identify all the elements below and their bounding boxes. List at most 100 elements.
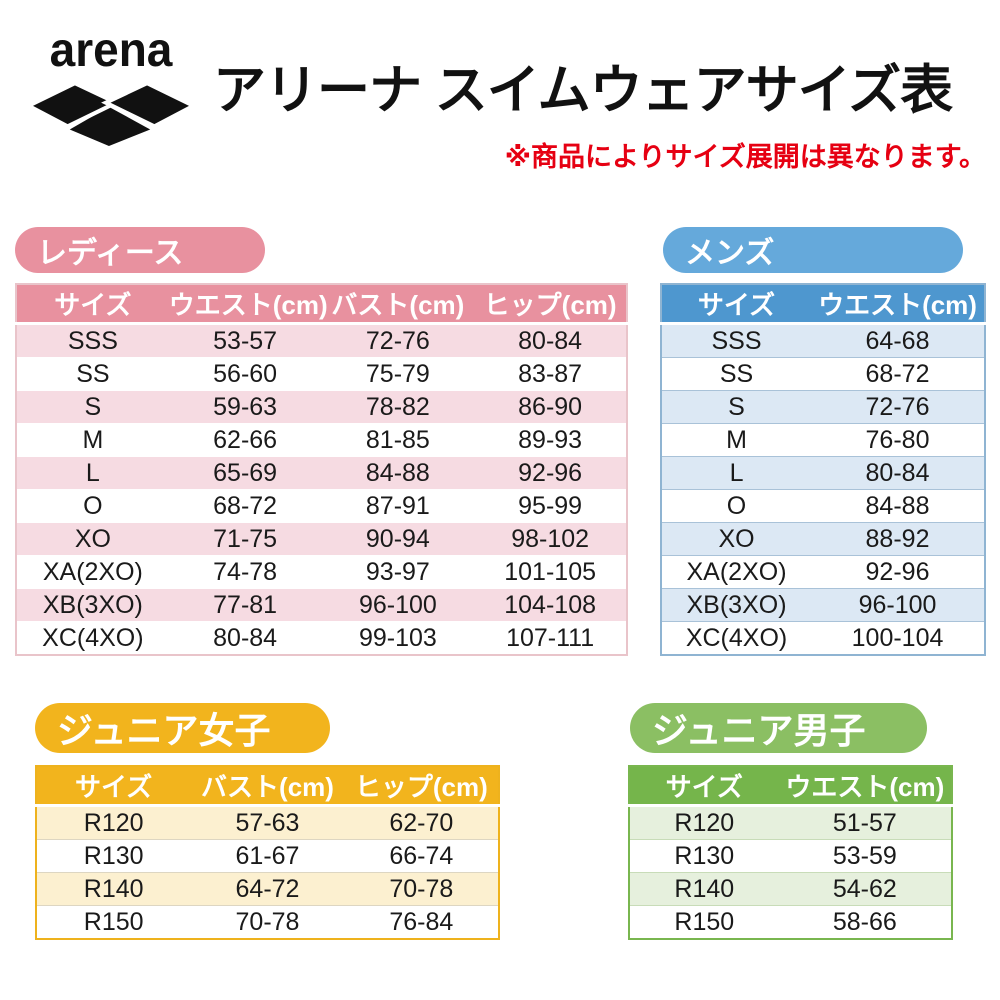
table-cell: 92-96 [811, 555, 985, 589]
table-cell: 80-84 [811, 456, 985, 490]
page-title: アリーナ スイムウェアサイズ表 [213, 61, 953, 120]
table-row: S 59-63 78-82 86-90 [16, 390, 627, 424]
header-row: サイズ ウエスト(cm) [629, 766, 952, 807]
table-row: XC(4XO) 100-104 [661, 621, 985, 655]
table-cell: 100-104 [811, 621, 985, 655]
table-cell: XO [661, 522, 812, 556]
table-cell: 61-67 [190, 839, 345, 873]
table-cell: 51-57 [778, 805, 952, 840]
table-row: R130 53-59 [629, 839, 952, 873]
table-cell: SS [661, 357, 812, 391]
table-row: M 62-66 81-85 89-93 [16, 423, 627, 457]
size-variation-note: ※商品によりサイズ展開は異なります。 [504, 142, 986, 172]
table-row: XC(4XO) 80-84 99-103 107-111 [16, 621, 627, 655]
column-header: サイズ [36, 766, 191, 807]
ladies-section-label: レディース [15, 227, 265, 273]
junior-girls-section: ジュニア女子 サイズ バスト(cm) ヒップ(cm) R120 57-63 62-70 R… [35, 703, 500, 940]
table-cell: 90-94 [321, 522, 475, 556]
table-cell: XB(3XO) [661, 588, 812, 622]
table-cell: 84-88 [811, 489, 985, 523]
table-row: R140 64-72 70-78 [36, 872, 499, 906]
mens-section-label: メンズ [663, 227, 963, 273]
table-cell: 95-99 [474, 489, 627, 523]
table-cell: 57-63 [190, 805, 345, 840]
table-row: XO 71-75 90-94 98-102 [16, 522, 627, 556]
table-cell: 56-60 [168, 357, 322, 391]
table-cell: 88-92 [811, 522, 985, 556]
table-cell: 53-59 [778, 839, 952, 873]
mens-section: メンズ サイズ ウエスト(cm) SSS 64-68 SS 68-72 S 72-76 M 76… [660, 227, 986, 656]
table-cell: 62-70 [344, 805, 499, 840]
table-cell: R140 [629, 872, 779, 906]
table-row: S 72-76 [661, 390, 985, 424]
table-cell: 53-57 [168, 323, 322, 358]
table-cell: 80-84 [474, 323, 627, 358]
table-cell: 89-93 [474, 423, 627, 457]
column-header: ウエスト(cm) [168, 284, 328, 325]
table-cell: 70-78 [344, 872, 499, 906]
table-cell: XA(2XO) [661, 555, 812, 589]
table-cell: O [16, 489, 169, 523]
table-cell: M [16, 423, 169, 457]
table-cell: M [661, 423, 812, 457]
table-cell: 71-75 [168, 522, 322, 556]
table-cell: 107-111 [474, 621, 627, 655]
table-row: R130 61-67 66-74 [36, 839, 499, 873]
ladies-size-table: サイズ ウエスト(cm) バスト(cm) ヒップ(cm) SSS 53-57 72-76 8… [15, 283, 628, 656]
table-row: M 76-80 [661, 423, 985, 457]
table-row: R140 54-62 [629, 872, 952, 906]
header-row: サイズ バスト(cm) ヒップ(cm) [36, 766, 499, 807]
table-row: R120 57-63 62-70 [36, 805, 499, 840]
table-cell: R120 [629, 805, 779, 840]
table-cell: 93-97 [321, 555, 475, 589]
table-cell: 92-96 [474, 456, 627, 490]
table-row: R150 58-66 [629, 905, 952, 939]
table-cell: 65-69 [168, 456, 322, 490]
table-cell: XB(3XO) [16, 588, 169, 622]
table-cell: R130 [36, 839, 191, 873]
table-cell: L [16, 456, 169, 490]
table-row: O 68-72 87-91 95-99 [16, 489, 627, 523]
table-row: XA(2XO) 92-96 [661, 555, 985, 589]
column-header: ヒップ(cm) [344, 766, 499, 807]
table-cell: O [661, 489, 812, 523]
table-cell: 77-81 [168, 588, 322, 622]
table-cell: XO [16, 522, 169, 556]
table-cell: 83-87 [474, 357, 627, 391]
table-cell: 80-84 [168, 621, 322, 655]
table-cell: 72-76 [811, 390, 985, 424]
ladies-section: レディース サイズ ウエスト(cm) バスト(cm) ヒップ(cm) SSS 53-57… [15, 227, 628, 656]
table-row: XB(3XO) 96-100 [661, 588, 985, 622]
table-cell: 101-105 [474, 555, 627, 589]
arena-logo-mark-icon [27, 80, 195, 146]
table-cell: R140 [36, 872, 191, 906]
table-cell: 86-90 [474, 390, 627, 424]
table-row: O 84-88 [661, 489, 985, 523]
table-cell: R120 [36, 805, 191, 840]
table-row: SSS 53-57 72-76 80-84 [16, 323, 627, 358]
arena-logo-wordmark: arena [49, 21, 173, 77]
table-cell: 54-62 [778, 872, 952, 906]
column-header: バスト(cm) [190, 766, 345, 807]
junior-boys-section-label: ジュニア男子 [630, 703, 927, 753]
table-cell: 81-85 [321, 423, 475, 457]
table-cell: SSS [16, 323, 169, 358]
table-row: R120 51-57 [629, 805, 952, 840]
table-row: R150 70-78 76-84 [36, 905, 499, 939]
column-header: ウエスト(cm) [778, 766, 952, 807]
table-cell: 96-100 [321, 588, 475, 622]
table-cell: XA(2XO) [16, 555, 169, 589]
table-row: XO 88-92 [661, 522, 985, 556]
column-header: サイズ [661, 284, 812, 325]
table-row: SS 68-72 [661, 357, 985, 391]
column-header: サイズ [629, 766, 779, 807]
table-cell: 75-79 [321, 357, 475, 391]
mens-size-table: サイズ ウエスト(cm) SSS 64-68 SS 68-72 S 72-76 M 76-80 L… [660, 283, 986, 656]
table-cell: SS [16, 357, 169, 391]
junior-girls-size-table: サイズ バスト(cm) ヒップ(cm) R120 57-63 62-70 R130 61-6… [35, 765, 500, 940]
table-cell: S [661, 390, 812, 424]
table-cell: 68-72 [811, 357, 985, 391]
column-header: ヒップ(cm) [474, 284, 627, 325]
table-row: SSS 64-68 [661, 323, 985, 358]
